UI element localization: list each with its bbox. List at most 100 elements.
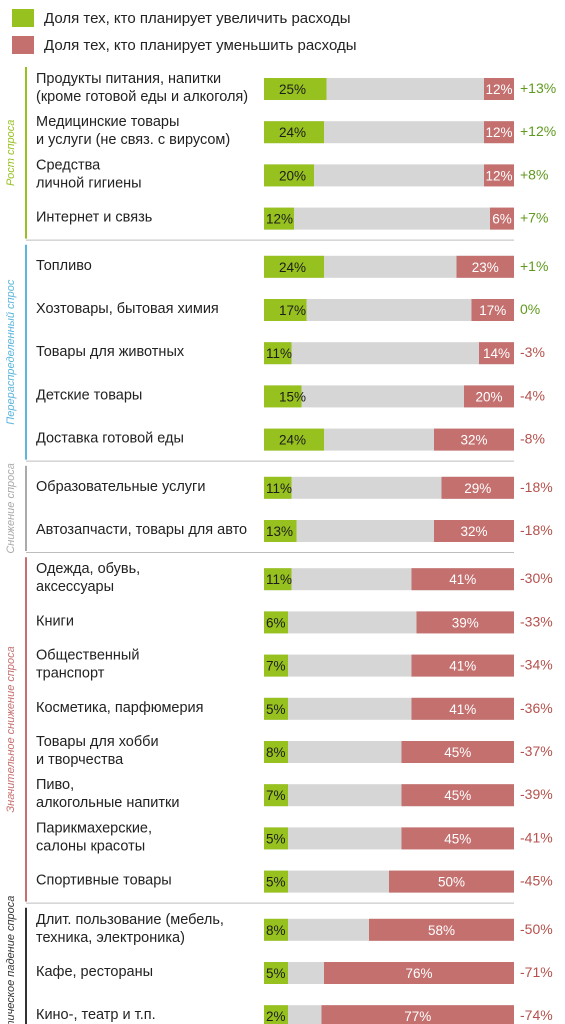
increase-bar <box>264 568 292 591</box>
row-label: Образовательные услуги <box>36 479 205 495</box>
row-label: салоны красоты <box>36 838 145 854</box>
decrease-bar <box>484 121 514 144</box>
increase-bar <box>264 385 302 408</box>
row-label: транспорт <box>36 666 105 682</box>
row-label: Средства <box>36 157 101 173</box>
row-label: Косметика, парфюмерия <box>36 700 204 716</box>
difference-label: +8% <box>520 166 548 182</box>
decrease-bar <box>369 918 514 941</box>
decrease-bar <box>416 611 514 634</box>
decrease-value-label: 50% <box>438 875 465 890</box>
decrease-bar <box>321 1005 514 1024</box>
decrease-value-label: 17% <box>479 303 506 318</box>
increase-value-label: 11% <box>266 481 292 496</box>
increase-bar <box>264 827 288 850</box>
increase-bar <box>264 918 288 941</box>
decrease-bar <box>484 78 514 100</box>
increase-bar <box>264 476 292 499</box>
increase-bar <box>264 784 288 807</box>
decrease-value-label: 32% <box>460 433 487 448</box>
decrease-value-label: 77% <box>404 1009 431 1024</box>
increase-bar <box>264 697 288 720</box>
legend-swatch-increase <box>12 9 34 27</box>
decrease-value-label: 12% <box>485 82 512 97</box>
increase-value-label: 2% <box>266 1009 286 1024</box>
decrease-value-label: 20% <box>475 389 502 404</box>
decrease-value-label: 14% <box>483 346 510 361</box>
row-label: Детские товары <box>36 387 142 403</box>
increase-bar <box>264 255 324 278</box>
row-label: Пиво, <box>36 777 74 793</box>
decrease-value-label: 23% <box>472 260 499 275</box>
increase-value-label: 11% <box>266 346 292 361</box>
increase-value-label: 15% <box>279 389 306 404</box>
decrease-value-label: 45% <box>444 788 471 803</box>
bar-track <box>264 385 514 408</box>
decrease-value-label: 41% <box>449 572 476 587</box>
difference-label: -18% <box>520 479 553 495</box>
row-label: Одежда, обувь, <box>36 561 140 577</box>
increase-value-label: 5% <box>266 831 286 846</box>
difference-label: -50% <box>520 921 553 937</box>
row-label: техника, электроника) <box>36 930 185 946</box>
increase-bar <box>264 207 294 230</box>
row-label: и творчества <box>36 752 124 768</box>
increase-bar <box>264 78 327 100</box>
decrease-bar <box>456 255 514 278</box>
row-label: Хозтовары, бытовая химия <box>36 301 219 317</box>
difference-label: -30% <box>520 570 553 586</box>
decrease-value-label: 58% <box>428 923 455 938</box>
difference-label: -74% <box>520 1007 553 1023</box>
decrease-value-label: 41% <box>449 702 476 717</box>
increase-bar <box>264 654 288 677</box>
difference-label: -45% <box>520 873 553 889</box>
decrease-value-label: 32% <box>460 524 487 539</box>
row-label: и услуги (не связ. с вирусом) <box>36 132 230 148</box>
increase-value-label: 25% <box>279 82 306 97</box>
increase-value-label: 8% <box>266 923 286 938</box>
increase-bar <box>264 1005 288 1024</box>
increase-value-label: 11% <box>266 572 292 587</box>
row-label: алкогольные напитки <box>36 795 179 811</box>
group-label: Рост спроса <box>5 120 17 186</box>
decrease-bar <box>484 164 514 187</box>
decrease-bar <box>324 962 514 984</box>
decrease-value-label: 76% <box>405 966 432 981</box>
difference-label: -39% <box>520 786 553 802</box>
decrease-value-label: 6% <box>492 212 512 227</box>
increase-value-label: 5% <box>266 875 286 890</box>
increase-bar <box>264 611 288 634</box>
increase-value-label: 12% <box>266 212 293 227</box>
difference-label: -18% <box>520 522 553 538</box>
decrease-value-label: 45% <box>444 831 471 846</box>
decrease-bar <box>490 207 514 230</box>
group-label: Значительное снижение спроса <box>5 646 17 812</box>
bar-track <box>264 255 514 278</box>
difference-label: 0% <box>520 301 540 317</box>
decrease-bar <box>434 428 514 451</box>
row-label: Интернет и связь <box>36 210 152 226</box>
row-label: Спортивные товары <box>36 873 172 889</box>
decrease-value-label: 39% <box>452 615 479 630</box>
row-label: личной гигиены <box>36 175 142 191</box>
increase-value-label: 24% <box>279 433 306 448</box>
increase-bar <box>264 342 292 365</box>
bar-track <box>264 121 514 144</box>
difference-label: -34% <box>520 657 553 673</box>
legend-swatch-decrease <box>12 36 34 54</box>
row-label: Кафе, рестораны <box>36 964 153 980</box>
increase-value-label: 7% <box>266 659 286 674</box>
difference-label: -36% <box>520 700 553 716</box>
decrease-value-label: 41% <box>449 659 476 674</box>
increase-bar <box>264 870 288 893</box>
row-label: Медицинские товары <box>36 114 179 130</box>
decrease-bar <box>411 654 514 677</box>
legend-label-increase: Доля тех, кто планирует увеличить расход… <box>44 9 351 27</box>
group-label: Критическое падение спроса <box>5 896 17 1024</box>
difference-label: -71% <box>520 964 553 980</box>
increase-bar <box>264 962 288 984</box>
group-label: Снижение спроса <box>5 463 17 554</box>
decrease-value-label: 29% <box>464 481 491 496</box>
row-label: Доставка готовой еды <box>36 431 184 447</box>
